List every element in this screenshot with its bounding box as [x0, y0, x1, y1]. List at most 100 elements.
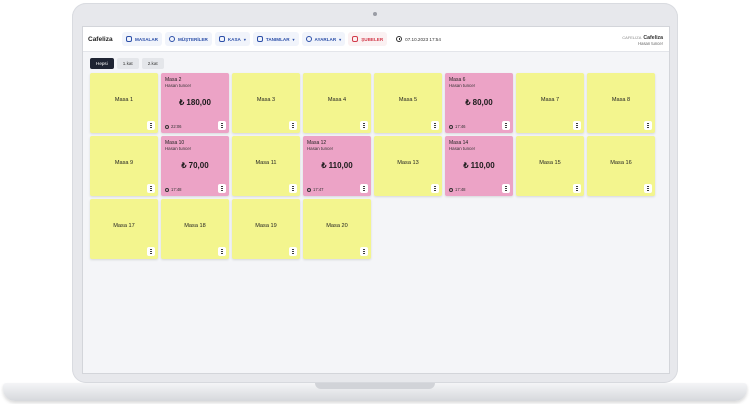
- table-amount: ₺ 80,00: [465, 98, 493, 107]
- kebab-menu-icon[interactable]: [218, 121, 226, 130]
- kebab-menu-icon[interactable]: [218, 247, 226, 256]
- table-name: Masa 17: [113, 223, 135, 229]
- table-time-text: 17:47: [313, 187, 324, 192]
- table-card[interactable]: Masa 16: [587, 136, 655, 196]
- nav-item-0[interactable]: MASALAR: [122, 32, 162, 46]
- kebab-menu-icon[interactable]: [289, 121, 297, 130]
- table-card[interactable]: Masa 6 Hasan tuncer ₺ 80,00 17:46: [445, 73, 513, 133]
- table-card[interactable]: Masa 19: [232, 199, 300, 259]
- kebab-menu-icon[interactable]: [502, 121, 510, 130]
- nav-item-5[interactable]: ŞUBELER: [348, 32, 388, 46]
- table-name: Masa 13: [397, 160, 419, 166]
- table-card[interactable]: Masa 4: [303, 73, 371, 133]
- chevron-down-icon: ▾: [243, 36, 246, 42]
- laptop-notch: [315, 383, 435, 389]
- nav-item-label: KASA: [227, 36, 241, 42]
- chevron-down-icon: ▾: [339, 36, 342, 42]
- table-name: Masa 10: [165, 140, 185, 146]
- table-card[interactable]: Masa 15: [516, 136, 584, 196]
- nav-item-1[interactable]: MÜŞTERİLER: [164, 32, 212, 46]
- kebab-menu-icon[interactable]: [289, 247, 297, 256]
- table-card[interactable]: Masa 14 Hasan tuncer ₺ 110,00 17:48: [445, 136, 513, 196]
- table-amount: ₺ 70,00: [181, 161, 209, 170]
- list-icon: [256, 36, 263, 42]
- table-time-text: 17:48: [171, 187, 182, 192]
- user-profile[interactable]: CAFELIZA Cafeliza Hasan tuncer: [622, 32, 663, 47]
- user-logo: CAFELIZA: [622, 35, 642, 40]
- table-waiter: Hasan tuncer: [307, 146, 334, 151]
- table-name: Masa 3: [256, 97, 276, 103]
- clock-icon: [396, 36, 403, 42]
- table-card[interactable]: Masa 2 Hasan tuncer ₺ 180,00 22:06: [161, 73, 229, 133]
- user-name: Hasan tuncer: [638, 41, 663, 46]
- table-card[interactable]: Masa 20: [303, 199, 371, 259]
- table-name: Masa 15: [539, 160, 561, 166]
- kebab-menu-icon[interactable]: [147, 247, 155, 256]
- filter-tab-0[interactable]: Hepsi: [90, 58, 114, 69]
- kebab-menu-icon[interactable]: [218, 184, 226, 193]
- table-card[interactable]: Masa 18: [161, 199, 229, 259]
- table-card[interactable]: Masa 5: [374, 73, 442, 133]
- nav-item-label: AYARLAR: [314, 36, 337, 42]
- main-nav: MASALAR MÜŞTERİLER KASA ▾ TANIMLAR ▾ AYARLAR ▾ Ş…: [122, 32, 390, 46]
- table-name: Masa 2: [165, 77, 182, 83]
- kebab-menu-icon[interactable]: [573, 121, 581, 130]
- filter-tab-1[interactable]: 1.kat: [116, 58, 139, 69]
- brand-logo[interactable]: Cafeliza: [88, 35, 113, 43]
- kebab-menu-icon[interactable]: [502, 184, 510, 193]
- nav-item-3[interactable]: TANIMLAR ▾: [252, 32, 299, 46]
- table-name: Masa 12: [307, 140, 327, 146]
- kebab-menu-icon[interactable]: [147, 184, 155, 193]
- kebab-menu-icon[interactable]: [644, 184, 652, 193]
- table-card[interactable]: Masa 11: [232, 136, 300, 196]
- table-time: 17:46: [449, 124, 465, 129]
- table-amount: ₺ 180,00: [179, 98, 211, 107]
- table-time-text: 17:46: [455, 124, 466, 129]
- table-card[interactable]: Masa 13: [374, 136, 442, 196]
- gear-icon: [305, 36, 312, 42]
- kebab-menu-icon[interactable]: [644, 121, 652, 130]
- nav-item-2[interactable]: KASA ▾: [214, 32, 250, 46]
- user-icon: [168, 36, 175, 42]
- kebab-menu-icon[interactable]: [360, 247, 368, 256]
- kebab-menu-icon[interactable]: [431, 121, 439, 130]
- table-time: 17:48: [449, 187, 465, 192]
- nav-item-label: TANIMLAR: [265, 36, 290, 42]
- table-card[interactable]: Masa 3: [232, 73, 300, 133]
- table-card[interactable]: Masa 7: [516, 73, 584, 133]
- kebab-menu-icon[interactable]: [360, 121, 368, 130]
- table-time-text: 22:06: [171, 124, 182, 129]
- clock-icon: [449, 187, 453, 192]
- table-waiter: Hasan tuncer: [165, 83, 192, 88]
- app-screen: Cafeliza MASALAR MÜŞTERİLER KASA ▾ TANIMLAR ▾…: [82, 26, 670, 374]
- kebab-menu-icon[interactable]: [573, 184, 581, 193]
- table-name: Masa 14: [449, 140, 469, 146]
- table-card[interactable]: Masa 17: [90, 199, 158, 259]
- table-time: 17:48: [165, 187, 181, 192]
- top-navigation-bar: Cafeliza MASALAR MÜŞTERİLER KASA ▾ TANIMLAR ▾…: [83, 27, 669, 52]
- kebab-menu-icon[interactable]: [360, 184, 368, 193]
- datetime-text: 07.10.2023 17:54: [405, 36, 441, 42]
- clock-icon: [165, 187, 169, 192]
- table-name: Masa 1: [114, 97, 134, 103]
- filter-tab-2[interactable]: 2.kat: [141, 58, 164, 69]
- table-name: Masa 16: [610, 160, 632, 166]
- table-card[interactable]: Masa 12 Hasan tuncer ₺ 110,00 17:47: [303, 136, 371, 196]
- camera-icon: [373, 12, 377, 16]
- kebab-menu-icon[interactable]: [431, 184, 439, 193]
- kebab-menu-icon[interactable]: [289, 184, 297, 193]
- table-card[interactable]: Masa 1: [90, 73, 158, 133]
- laptop-base: [3, 383, 747, 401]
- table-name: Masa 5: [398, 97, 418, 103]
- tables-grid: Masa 1 Masa 2 Hasan tuncer ₺ 180,00 22:06 Mas…: [90, 73, 655, 259]
- table-waiter: Hasan tuncer: [449, 83, 476, 88]
- nav-item-4[interactable]: AYARLAR ▾: [301, 32, 346, 46]
- table-card[interactable]: Masa 8: [587, 73, 655, 133]
- nav-item-label: ŞUBELER: [361, 36, 384, 42]
- kebab-menu-icon[interactable]: [147, 121, 155, 130]
- table-name: Masa 20: [326, 223, 348, 229]
- table-waiter: Hasan tuncer: [449, 146, 476, 151]
- user-brand: Cafeliza: [643, 35, 663, 41]
- table-card[interactable]: Masa 9: [90, 136, 158, 196]
- table-card[interactable]: Masa 10 Hasan tuncer ₺ 70,00 17:48: [161, 136, 229, 196]
